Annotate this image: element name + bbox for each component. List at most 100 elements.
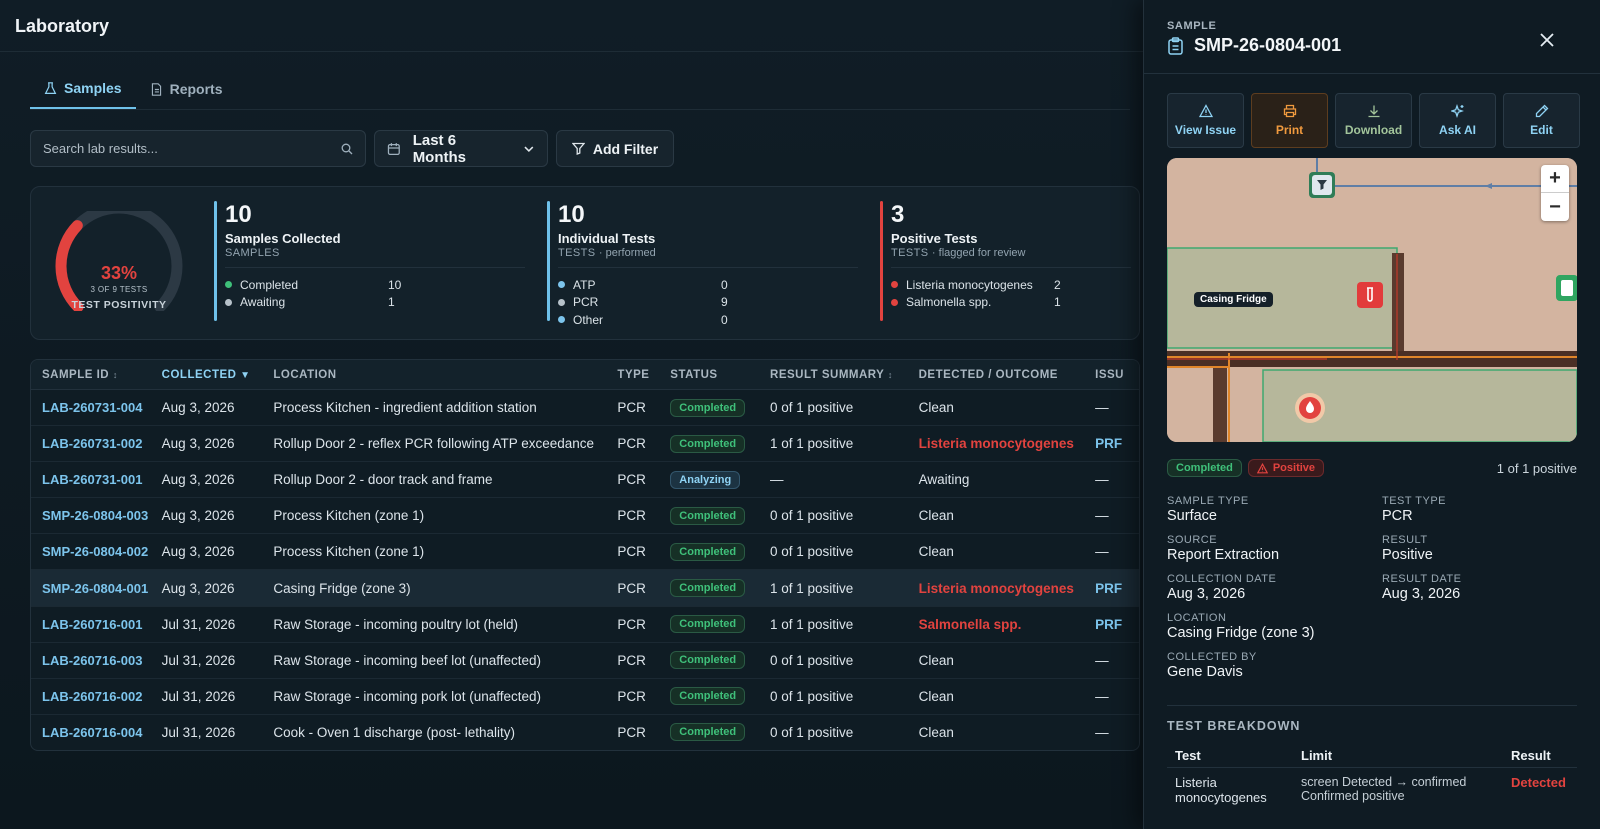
sample-id-link[interactable]: LAB-260716-004 [42, 724, 143, 740]
table-row[interactable]: LAB-260716-002 Jul 31, 2026 Raw Storage - … [31, 679, 1139, 715]
table-row[interactable]: SMP-26-0804-001 Aug 3, 2026 Casing Fridge … [31, 570, 1139, 607]
col-detected[interactable]: DETECTED / OUTCOME [918, 368, 1058, 381]
top-bar: Laboratory [0, 0, 1600, 52]
cell-sample-id[interactable]: LAB-260716-004 [31, 725, 162, 740]
breakdown-title: TEST BREAKDOWN [1167, 719, 1301, 733]
stat-sub-text: TESTS [558, 247, 596, 259]
cell-sample-id[interactable]: SMP-26-0804-001 [31, 581, 162, 596]
cell-sample-id[interactable]: SMP-26-0804-002 [31, 544, 162, 559]
breakdown-row: Listeria monocytogenes screen Detected →… [1167, 768, 1577, 805]
col-collected[interactable]: COLLECTED ▼ [162, 369, 274, 381]
table-body: LAB-260731-004 Aug 3, 2026 Process Kitchen… [31, 390, 1139, 750]
pencil-icon [1535, 104, 1548, 118]
cell-detected: Clean [918, 688, 954, 704]
tab-samples[interactable]: Samples [30, 78, 136, 109]
cell-detected: Clean [918, 508, 954, 524]
add-filter-button[interactable]: Add Filter [556, 130, 674, 167]
table-row[interactable]: LAB-260731-004 Aug 3, 2026 Process Kitchen… [31, 390, 1139, 427]
sample-id-link[interactable]: SMP-26-0804-001 [42, 580, 149, 596]
cell-sample-id[interactable]: LAB-260731-002 [31, 436, 162, 451]
edit-button[interactable]: Edit [1503, 93, 1580, 148]
stat-row-label: PCR [573, 295, 599, 310]
table-row[interactable]: SMP-26-0804-002 Aug 3, 2026 Process Kitche… [31, 534, 1139, 571]
table-row[interactable]: LAB-260731-001 Aug 3, 2026 Rollup Door 2 -… [31, 462, 1139, 499]
table-row[interactable]: LAB-260716-004 Jul 31, 2026 Cook - Oven 1 … [31, 715, 1139, 750]
field-item [1382, 612, 1577, 641]
location-map[interactable]: Casing Fridge + − [1167, 158, 1577, 442]
col-issue[interactable]: ISSU [1095, 368, 1124, 381]
sample-id-link[interactable]: LAB-260716-003 [42, 652, 143, 668]
cell-location: Rollup Door 2 - reflex PCR following ATP… [273, 436, 595, 452]
table-row[interactable]: SMP-26-0804-003 Aug 3, 2026 Process Kitche… [31, 498, 1139, 535]
tab-reports[interactable]: Reports [136, 78, 237, 109]
cell-issue: — [1095, 688, 1109, 704]
date-range-select[interactable]: Last 6 Months [374, 130, 548, 167]
table-row[interactable]: LAB-260716-001 Jul 31, 2026 Raw Storage - … [31, 607, 1139, 643]
table-row[interactable]: LAB-260731-002 Aug 3, 2026 Rollup Door 2 -… [31, 426, 1139, 463]
print-button[interactable]: Print [1251, 93, 1328, 148]
positive-badge: Positive [1247, 459, 1325, 477]
panel-header: SAMPLE SMP-26-0804-001 [1167, 20, 1341, 56]
col-status[interactable]: STATUS [670, 368, 718, 381]
cell-issue: — [1095, 724, 1109, 740]
field-key: RESULT DATE [1382, 573, 1462, 585]
sort-icon: ↕ [887, 369, 893, 380]
col-sample-id[interactable]: SAMPLE ID ↕ [31, 369, 162, 381]
field-key: COLLECTION DATE [1167, 573, 1277, 585]
cell-result-summary: 1 of 1 positive [770, 616, 854, 632]
stats-card: 33% 3 OF 9 TESTS TEST POSITIVITY 10 Samp… [30, 186, 1140, 340]
ask-ai-button[interactable]: Ask AI [1419, 93, 1496, 148]
close-icon[interactable] [1537, 30, 1557, 50]
cell-issue[interactable]: PRF [1095, 616, 1123, 632]
cell-sample-id[interactable]: LAB-260716-003 [31, 653, 162, 668]
cell-detected: Clean [918, 724, 954, 740]
stat-title: Individual Tests [558, 231, 656, 246]
cell-issue[interactable]: PRF [1095, 436, 1123, 452]
sample-id-link[interactable]: SMP-26-0804-002 [42, 544, 149, 560]
col-type[interactable]: TYPE [617, 368, 650, 381]
zoom-out-button[interactable]: − [1549, 195, 1561, 218]
field-key: LOCATION [1167, 612, 1227, 624]
status-badge: Completed [670, 687, 746, 706]
panel-title-row: SMP-26-0804-001 [1167, 35, 1341, 56]
col-result-summary[interactable]: RESULT SUMMARY ↕ [770, 369, 919, 381]
stat-row-label: Completed [240, 277, 299, 292]
sample-id-link[interactable]: LAB-260731-004 [42, 400, 143, 416]
filter-icon [571, 142, 585, 155]
search-input[interactable] [43, 141, 323, 156]
search-box [30, 130, 366, 167]
download-button[interactable]: Download [1335, 93, 1412, 148]
stat-row[interactable]: Listeria monocytogenes 2 [891, 276, 1131, 294]
cell-location: Process Kitchen (zone 1) [273, 508, 425, 524]
stat-breakdown: Completed 10 Awaiting 1 [225, 276, 525, 311]
zoom-in-button[interactable]: + [1541, 165, 1569, 193]
col-location[interactable]: LOCATION [273, 368, 337, 381]
filter-toolbar: Last 6 Months Add Filter [30, 130, 674, 167]
cell-sample-id[interactable]: LAB-260716-001 [31, 617, 162, 632]
cell-result-summary: 0 of 1 positive [770, 652, 854, 668]
cell-sample-id[interactable]: LAB-260731-004 [31, 400, 162, 415]
field-value: Surface [1167, 508, 1217, 524]
sample-id-link[interactable]: SMP-26-0804-003 [42, 508, 149, 524]
sample-id-link[interactable]: LAB-260731-002 [42, 436, 143, 452]
sample-id-link[interactable]: LAB-260716-002 [42, 688, 143, 704]
cell-detected: Clean [918, 400, 954, 416]
positive-ratio: 1 of 1 positive [1496, 460, 1577, 476]
cell-collected: Aug 3, 2026 [161, 472, 235, 488]
cell-sample-id[interactable]: LAB-260716-002 [31, 689, 162, 704]
cell-issue[interactable]: PRF [1095, 580, 1123, 596]
stat-row[interactable]: Salmonella spp. 1 [891, 294, 1131, 312]
cell-sample-id[interactable]: SMP-26-0804-003 [31, 508, 162, 523]
cell-sample-id[interactable]: LAB-260731-001 [31, 472, 162, 487]
cell-location: Rollup Door 2 - door track and frame [273, 472, 493, 488]
breakdown-test: Listeria monocytogenes [1175, 775, 1267, 805]
field-item: RESULT DATE Aug 3, 2026 [1382, 573, 1577, 602]
sample-id-link[interactable]: LAB-260731-001 [42, 472, 143, 488]
view-issue-button[interactable]: View Issue [1167, 93, 1244, 148]
cell-detected: Clean [918, 652, 954, 668]
table-row[interactable]: LAB-260716-003 Jul 31, 2026 Raw Storage - … [31, 643, 1139, 679]
stat-number: 10 [558, 201, 585, 228]
search-icon[interactable] [341, 143, 353, 155]
field-item: SAMPLE TYPE Surface [1167, 495, 1382, 524]
sample-id-link[interactable]: LAB-260716-001 [42, 616, 143, 632]
